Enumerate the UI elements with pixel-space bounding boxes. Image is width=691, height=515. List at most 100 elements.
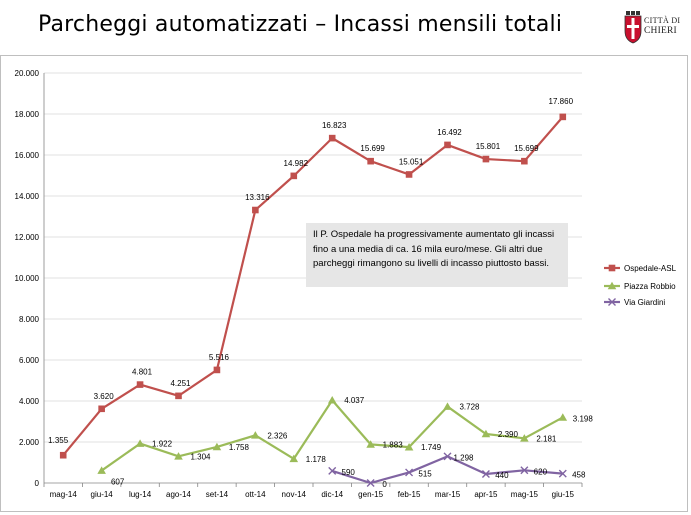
x-tick-label: giu-14 — [91, 490, 114, 499]
x-tick-label: mag-15 — [511, 490, 539, 499]
x-tick-label: mar-15 — [435, 490, 461, 499]
data-point — [481, 469, 490, 478]
data-point — [328, 466, 337, 475]
slide-title: Parcheggi automatizzati – Incassi mensil… — [38, 12, 563, 37]
x-tick-label: ago-14 — [166, 490, 191, 499]
series-ospedale-asl: 1.355 3.620 4.801 4.251 5.516 13.316 14.982 16.… — [48, 97, 574, 459]
data-point — [289, 454, 299, 463]
series-via-giardini: 590 0 515 1.298 440 620 458 — [328, 452, 586, 489]
x-tick-label: gen-15 — [358, 490, 383, 499]
legend-label: Piazza Robbio — [624, 282, 676, 291]
legend-label: Via Giardini — [624, 298, 665, 307]
data-point — [404, 442, 414, 451]
data-label: 15.801 — [476, 142, 501, 151]
crest-icon — [624, 11, 642, 44]
legend-marker — [608, 264, 616, 272]
y-tick-label: 6.000 — [19, 356, 40, 365]
data-point — [212, 442, 222, 451]
data-label: 1.304 — [190, 452, 211, 461]
data-point — [444, 141, 451, 149]
data-label: 2.390 — [498, 430, 519, 439]
data-label: 16.492 — [437, 128, 462, 137]
data-label: 590 — [342, 468, 356, 477]
x-tick-label: set-14 — [206, 490, 229, 499]
data-point — [251, 431, 260, 439]
city-crest-logo — [624, 11, 642, 44]
data-point — [481, 429, 491, 438]
data-label: 4.251 — [170, 379, 191, 388]
data-point — [252, 206, 259, 214]
legend-marker — [608, 298, 616, 306]
data-label: 1.749 — [421, 443, 442, 452]
data-point — [367, 157, 374, 165]
y-tick-label: 0 — [35, 479, 40, 488]
data-label: 607 — [111, 478, 125, 487]
data-label: 15.699 — [514, 144, 539, 153]
data-label: 15.051 — [399, 157, 424, 166]
y-tick-label: 14.000 — [15, 192, 40, 201]
y-tick-label: 10.000 — [15, 274, 40, 283]
series-line — [101, 399, 564, 472]
data-label: 5.516 — [209, 353, 230, 362]
data-label: 1.298 — [453, 453, 474, 462]
x-tick-label: giu-15 — [552, 490, 575, 499]
data-label: 4.037 — [344, 396, 365, 405]
data-label: 3.728 — [459, 403, 480, 412]
data-label: 2.181 — [536, 434, 557, 443]
series-line — [331, 455, 563, 485]
data-point — [136, 381, 144, 388]
x-tick-label: dic-14 — [321, 490, 343, 499]
data-label: 1.178 — [306, 455, 327, 464]
annotation-box: Il P. Ospedale ha progressivamente aumen… — [306, 223, 568, 287]
data-point — [59, 451, 67, 459]
annotation-text: Il P. Ospedale ha progressivamente aumen… — [313, 229, 555, 269]
data-label: 14.982 — [284, 159, 309, 168]
data-point — [328, 134, 336, 142]
data-point — [175, 392, 182, 400]
data-label: 3.198 — [573, 414, 594, 423]
data-label: 16.823 — [322, 121, 347, 130]
x-tick-label: ott-14 — [245, 490, 266, 499]
data-label: 440 — [495, 471, 509, 480]
series-piazza-robbio: 607 1.922 1.304 1.758 2.326 1.178 4.037 1.883 1.… — [97, 396, 593, 487]
data-point — [97, 466, 106, 474]
chart-axes: 0 2.000 4.000 6.000 8.000 10.000 12.000 14.000 1… — [15, 69, 583, 499]
y-tick-label: 4.000 — [19, 397, 40, 406]
data-label: 2.326 — [267, 431, 288, 440]
data-point — [482, 155, 490, 163]
data-label: 0 — [382, 480, 387, 489]
data-point — [558, 469, 567, 478]
y-tick-label: 2.000 — [19, 438, 40, 447]
x-tick-label: mag-14 — [50, 490, 78, 499]
chart-legend: Ospedale-ASL Piazza Robbio Via Giardini — [604, 264, 677, 307]
data-point — [559, 113, 567, 121]
data-label: 15.699 — [360, 144, 385, 153]
legend-label: Ospedale-ASL — [624, 264, 677, 273]
data-label: 515 — [418, 469, 432, 478]
chart-frame — [0, 55, 688, 512]
data-point — [174, 452, 183, 460]
data-label: 3.620 — [94, 392, 115, 401]
series-line — [62, 116, 564, 456]
data-point — [366, 440, 375, 448]
data-point — [521, 157, 528, 165]
data-point — [558, 413, 568, 421]
data-point — [366, 479, 375, 487]
data-label: 17.860 — [549, 97, 574, 106]
data-point — [443, 452, 452, 461]
data-point — [405, 468, 414, 477]
data-label: 13.316 — [245, 193, 270, 202]
data-point — [290, 172, 298, 180]
x-tick-label: nov-14 — [282, 490, 307, 499]
data-label: 620 — [534, 467, 548, 476]
data-point — [520, 434, 529, 442]
data-point — [213, 366, 221, 374]
x-tick-label: feb-15 — [398, 490, 421, 499]
data-point — [520, 466, 529, 475]
data-point — [98, 405, 105, 413]
chart-series: 1.355 3.620 4.801 4.251 5.516 13.316 14.982 16.… — [48, 97, 593, 489]
data-label: 1.922 — [152, 440, 173, 449]
y-tick-label: 20.000 — [15, 69, 40, 78]
data-point — [443, 402, 452, 410]
data-label: 1.883 — [383, 440, 404, 449]
